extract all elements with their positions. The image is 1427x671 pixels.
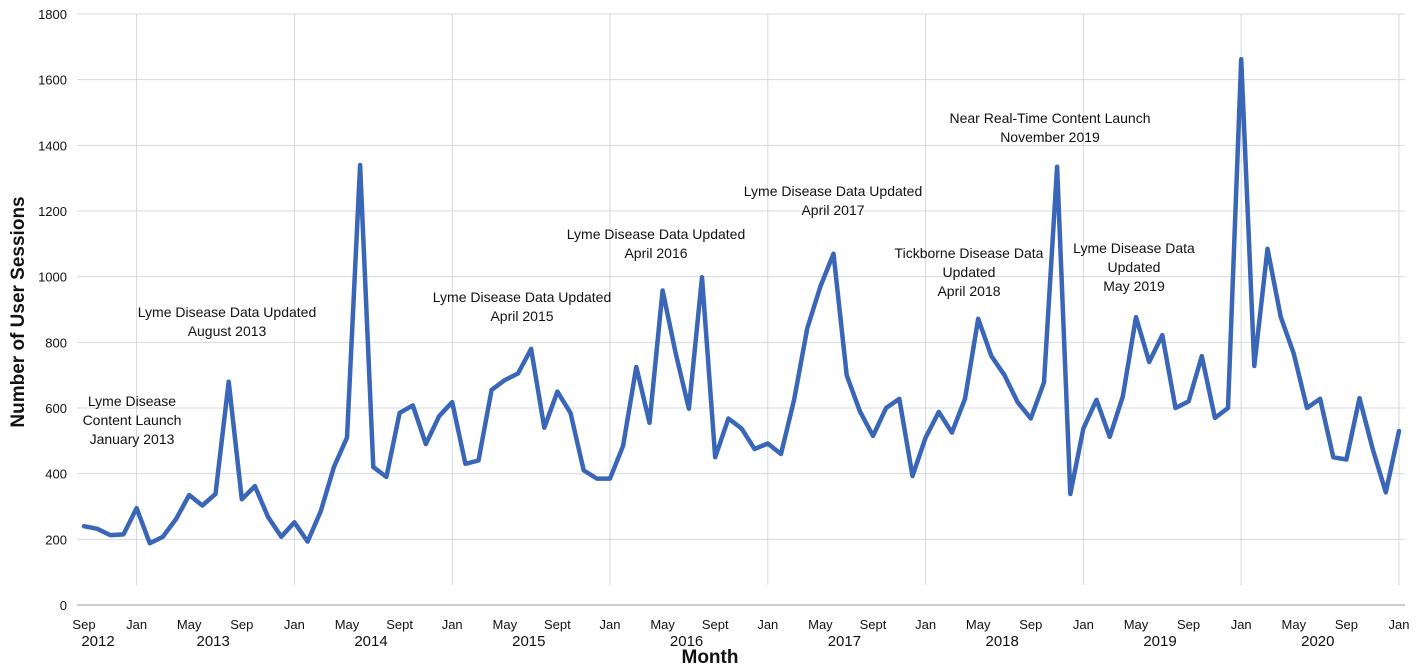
annotation-line: April 2018 bbox=[937, 283, 1000, 299]
annotation-line: November 2019 bbox=[1000, 129, 1100, 145]
y-tick-label: 0 bbox=[60, 598, 67, 613]
annotation: Near Real-Time Content Launch November 20… bbox=[949, 110, 1150, 145]
annotation: Lyme Disease Data Updated May 2019 bbox=[1073, 240, 1195, 294]
x-year-label: 2018 bbox=[986, 633, 1019, 650]
annotation-line: May 2019 bbox=[1103, 278, 1165, 294]
x-tick-label: Jan bbox=[600, 617, 621, 632]
x-tick-label: Jan bbox=[1231, 617, 1252, 632]
x-year-label: 2019 bbox=[1143, 633, 1176, 650]
x-year-label: 2020 bbox=[1301, 633, 1334, 650]
annotation-line: Lyme Disease bbox=[88, 393, 176, 409]
x-tick-label: Jan bbox=[284, 617, 305, 632]
x-year-label: 2016 bbox=[670, 633, 703, 650]
x-year-label: 2012 bbox=[81, 633, 114, 650]
annotations: Lyme Disease Content Launch January 2013Ly… bbox=[83, 110, 1195, 447]
annotation: Lyme Disease Data Updated April 2015 bbox=[433, 289, 611, 324]
x-tick-label: Jan bbox=[1389, 617, 1410, 632]
x-tick-label: Jan bbox=[915, 617, 936, 632]
y-tick-label: 1600 bbox=[38, 73, 67, 88]
annotation: Lyme Disease Data Updated April 2016 bbox=[567, 226, 745, 261]
annotation-line: January 2013 bbox=[90, 431, 175, 447]
y-tick-label: 200 bbox=[45, 532, 67, 547]
x-tick-label: May bbox=[493, 617, 518, 632]
annotation-line: August 2013 bbox=[188, 323, 267, 339]
annotation-line: Lyme Disease Data Updated bbox=[138, 304, 316, 320]
x-tick-label: May bbox=[650, 617, 675, 632]
annotation-line: Lyme Disease Data Updated bbox=[744, 183, 922, 199]
x-tick-label: Sep bbox=[1177, 617, 1200, 632]
annotation-line: Lyme Disease Data bbox=[1073, 240, 1195, 256]
y-tick-label: 800 bbox=[45, 335, 67, 350]
vertical-grid-lines bbox=[136, 14, 1400, 585]
annotation-line: Content Launch bbox=[83, 412, 182, 428]
annotation-line: Updated bbox=[1108, 259, 1161, 275]
x-year-label: 2013 bbox=[197, 633, 230, 650]
x-tick-label: Jan bbox=[1073, 617, 1094, 632]
x-tick-label: Sept bbox=[544, 617, 571, 632]
annotation-line: Tickborne Disease Data bbox=[895, 245, 1044, 261]
y-axis-ticks: 0 200 400 600 800 1000 1200 1400 1600 1800 bbox=[38, 7, 67, 613]
x-tick-label: May bbox=[335, 617, 360, 632]
x-tick-label: Jan bbox=[126, 617, 147, 632]
x-tick-label: Jan bbox=[442, 617, 463, 632]
x-axis-label: Month bbox=[682, 647, 739, 668]
annotation-line: April 2017 bbox=[801, 202, 864, 218]
x-tick-label: May bbox=[808, 617, 833, 632]
x-tick-label: Sep bbox=[230, 617, 253, 632]
annotation-line: Near Real-Time Content Launch bbox=[949, 110, 1150, 126]
annotation-line: April 2016 bbox=[624, 245, 687, 261]
x-tick-label: Sep bbox=[1019, 617, 1042, 632]
annotation-line: Updated bbox=[943, 264, 996, 280]
x-tick-label: Sept bbox=[860, 617, 887, 632]
x-tick-label: May bbox=[1282, 617, 1307, 632]
x-year-label: 2014 bbox=[354, 633, 387, 650]
y-tick-label: 400 bbox=[45, 467, 67, 482]
y-tick-label: 1000 bbox=[38, 270, 67, 285]
annotation-line: Lyme Disease Data Updated bbox=[433, 289, 611, 305]
y-tick-label: 600 bbox=[45, 401, 67, 416]
annotation: Lyme Disease Data Updated August 2013 bbox=[138, 304, 316, 339]
x-tick-label: May bbox=[1124, 617, 1149, 632]
x-tick-label: May bbox=[966, 617, 991, 632]
x-year-label: 2017 bbox=[828, 633, 861, 650]
x-tick-label: Jan bbox=[757, 617, 778, 632]
y-axis-label: Number of User Sessions bbox=[8, 196, 29, 427]
x-year-label: 2015 bbox=[512, 633, 545, 650]
x-tick-label: Sep bbox=[72, 617, 95, 632]
annotation-line: Lyme Disease Data Updated bbox=[567, 226, 745, 242]
series-line bbox=[81, 57, 1402, 546]
x-tick-label: May bbox=[177, 617, 202, 632]
x-tick-label: Sept bbox=[702, 617, 729, 632]
x-tick-label: Sept bbox=[386, 617, 413, 632]
annotation: Lyme Disease Content Launch January 2013 bbox=[83, 393, 182, 447]
annotation: Lyme Disease Data Updated April 2017 bbox=[744, 183, 922, 218]
y-tick-label: 1400 bbox=[38, 138, 67, 153]
annotation: Tickborne Disease Data Updated April 2018 bbox=[895, 245, 1044, 299]
y-tick-label: 1800 bbox=[38, 7, 67, 22]
grid-lines bbox=[77, 13, 1405, 540]
annotation-line: April 2015 bbox=[490, 308, 553, 324]
y-tick-label: 1200 bbox=[38, 204, 67, 219]
x-tick-label: Sep bbox=[1335, 617, 1358, 632]
